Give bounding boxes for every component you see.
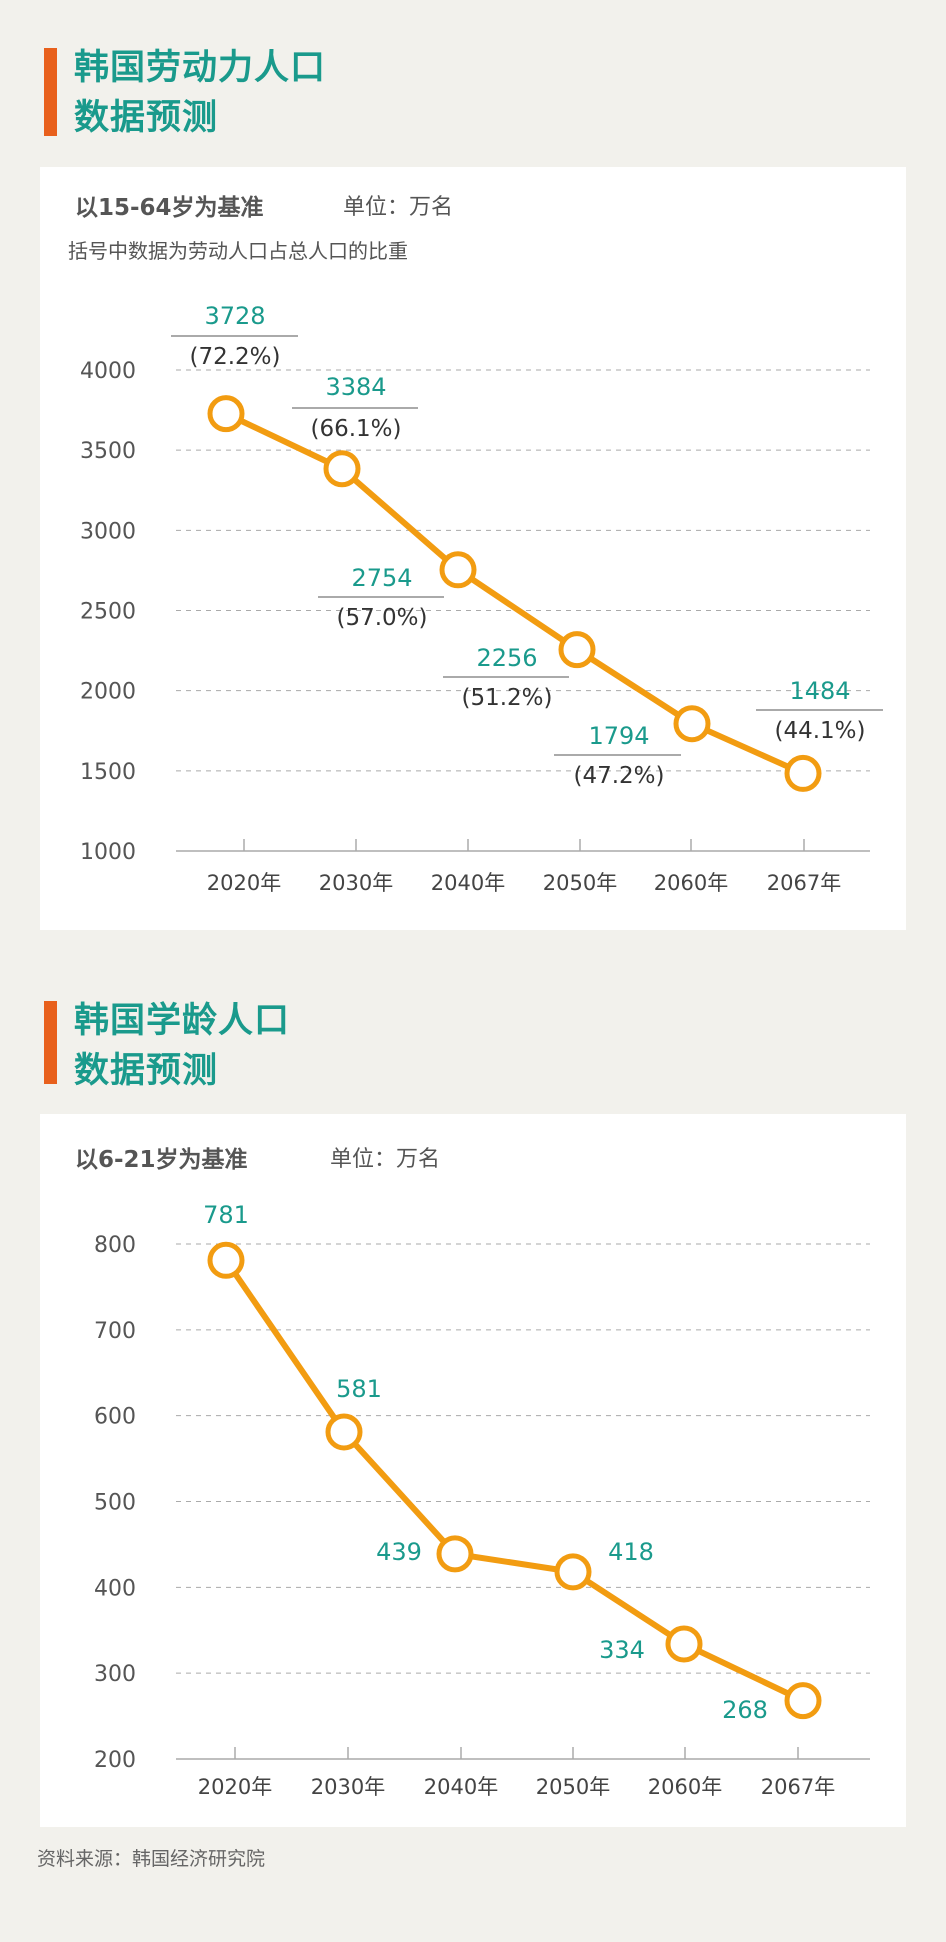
- data-label: 3384: [325, 373, 386, 401]
- data-point: [439, 551, 477, 589]
- chart2-subtitle: 以6-21岁为基准: [75, 1147, 248, 1173]
- y-tick-label: 1500: [80, 760, 136, 785]
- x-tick-label: 2040年: [431, 871, 505, 895]
- series-line: [224, 410, 805, 777]
- data-label: 418: [608, 1538, 654, 1566]
- y-tick-label: 300: [94, 1662, 136, 1687]
- chart2-unit: 单位：万名: [330, 1147, 441, 1172]
- data-point: [554, 1553, 592, 1591]
- y-tick-label: 1000: [80, 840, 136, 865]
- chart1-subtitle: 以15-64岁为基准: [75, 195, 264, 221]
- x-tick-label: 2067年: [767, 871, 841, 895]
- chart1-title: 韩国劳动力人口 数据预测: [74, 43, 326, 143]
- y-tick-label: 400: [94, 1576, 136, 1601]
- share-label: (72.2%): [189, 344, 280, 370]
- chart1-note: 括号中数据为劳动人口占总人口的比重: [68, 239, 408, 263]
- data-label: 3728: [204, 302, 265, 330]
- x-tick-label: 2020年: [198, 1775, 272, 1799]
- title-line: 韩国劳动力人口: [74, 48, 327, 88]
- x-tick-label: 2040年: [424, 1775, 498, 1799]
- y-tick-label: 600: [94, 1405, 136, 1430]
- y-tick-label: 4000: [80, 359, 136, 384]
- y-tick-label: 200: [94, 1748, 136, 1773]
- data-label: 439: [376, 1538, 422, 1566]
- data-label: 1794: [588, 722, 649, 750]
- y-tick-label: 3000: [80, 519, 136, 544]
- x-tick-label: 2050年: [536, 1775, 610, 1799]
- share-label: (44.1%): [774, 718, 865, 744]
- y-tick-label: 2000: [80, 680, 136, 705]
- title-line: 韩国学龄人口: [74, 1001, 291, 1041]
- data-label: 1484: [789, 677, 850, 705]
- accent-bar: [44, 1001, 57, 1084]
- data-point: [784, 754, 822, 792]
- title-line: 数据预测: [74, 1051, 219, 1091]
- chart1-card: [40, 167, 906, 930]
- x-tick-label: 2030年: [319, 871, 393, 895]
- x-tick-label: 2030年: [311, 1775, 385, 1799]
- share-label: (66.1%): [310, 416, 401, 442]
- data-point: [323, 450, 361, 488]
- share-label: (57.0%): [336, 605, 427, 631]
- x-tick-label: 2050年: [543, 871, 617, 895]
- y-tick-label: 3500: [80, 439, 136, 464]
- chart2-card: [40, 1114, 906, 1827]
- y-tick-label: 2500: [80, 600, 136, 625]
- x-tick-label: 2060年: [654, 871, 728, 895]
- data-label: 2256: [476, 644, 537, 672]
- share-label: (47.2%): [573, 763, 664, 789]
- data-point: [558, 631, 596, 669]
- x-tick-label: 2067年: [761, 1775, 835, 1799]
- chart1-unit: 单位：万名: [343, 195, 454, 220]
- share-label: (51.2%): [461, 685, 552, 711]
- y-tick-label: 500: [94, 1491, 136, 1516]
- data-point: [436, 1535, 474, 1573]
- data-label: 781: [203, 1201, 249, 1229]
- y-tick-label: 800: [94, 1233, 136, 1258]
- data-label: 268: [722, 1696, 768, 1724]
- title-line: 数据预测: [74, 98, 219, 138]
- data-point: [665, 1625, 703, 1663]
- accent-bar: [44, 48, 57, 136]
- data-point: [207, 1241, 245, 1279]
- data-point: [673, 705, 711, 743]
- series-line: [223, 1258, 805, 1704]
- data-label: 334: [599, 1636, 645, 1664]
- source-footer: 资料来源：韩国经济研究院: [37, 1848, 266, 1870]
- data-label: 581: [336, 1375, 382, 1403]
- chart2-title: 韩国学龄人口 数据预测: [74, 996, 290, 1096]
- data-label: 2754: [351, 564, 412, 592]
- data-point: [207, 395, 245, 433]
- x-tick-label: 2020年: [207, 871, 281, 895]
- data-point: [784, 1682, 822, 1720]
- x-tick-label: 2060年: [648, 1775, 722, 1799]
- y-tick-label: 700: [94, 1319, 136, 1344]
- data-point: [325, 1413, 363, 1451]
